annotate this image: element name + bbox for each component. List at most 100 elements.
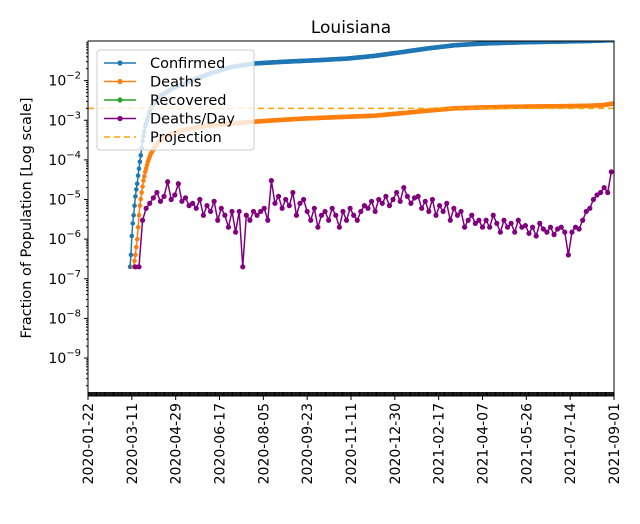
y-tick-label: 10−9 <box>48 348 81 367</box>
y-tick-label: 10−5 <box>48 190 81 209</box>
data-point-deaths-day <box>265 217 271 223</box>
series-confirmed <box>127 41 614 270</box>
y-tick-exponent: −7 <box>66 269 81 280</box>
data-point-deaths-day <box>562 229 568 235</box>
data-point-deaths-day <box>343 217 350 223</box>
data-point-deaths <box>142 173 147 179</box>
y-tick-label: 10−2 <box>48 71 81 90</box>
data-point-deaths-day <box>168 196 174 203</box>
plot-frame <box>87 40 615 397</box>
y-tick-exponent: −8 <box>66 308 81 319</box>
y-tick-base: 10 <box>48 113 66 129</box>
y-tick-base: 10 <box>48 193 66 209</box>
data-point-deaths-day <box>347 205 353 211</box>
x-tick-label: 2020-06-17 <box>213 403 229 484</box>
data-point-deaths-day <box>136 264 142 270</box>
data-point-deaths <box>134 236 140 242</box>
data-point-deaths-day <box>415 193 421 199</box>
data-point-deaths-day <box>372 208 378 215</box>
data-point-deaths-day <box>469 212 475 218</box>
data-point-confirmed <box>131 212 136 218</box>
data-point-deaths-day <box>318 212 325 218</box>
data-point-deaths-day <box>358 208 364 215</box>
data-point-deaths-day <box>233 229 239 235</box>
y-tick-base: 10 <box>48 153 66 169</box>
data-point-deaths-day <box>440 208 446 215</box>
data-point-deaths-day <box>401 184 407 191</box>
data-point-deaths-day <box>283 196 289 203</box>
x-tick-label: 2021-05-26 <box>519 403 535 484</box>
x-tick-label: 2021-07-14 <box>563 403 579 484</box>
data-point-deaths-day <box>504 224 511 230</box>
data-point-deaths <box>134 244 139 250</box>
data-point-deaths-day <box>447 217 453 223</box>
data-point-deaths-day <box>340 208 346 215</box>
x-tick-label: 2020-11-11 <box>344 403 360 484</box>
data-point-deaths-day <box>601 184 607 191</box>
data-point-deaths-day <box>258 208 264 215</box>
data-point-deaths-day <box>522 222 529 229</box>
data-point-deaths <box>136 212 142 218</box>
data-point-deaths-day <box>458 208 464 215</box>
data-point-deaths-day <box>444 200 450 206</box>
data-point-deaths-day <box>368 198 375 204</box>
data-point-deaths <box>135 224 141 230</box>
data-point-deaths-day <box>157 198 164 204</box>
axis-ticks: 10−210−310−410−510−610−710−810−92020-01-… <box>48 42 623 484</box>
data-point-confirmed <box>134 187 139 192</box>
data-point-deaths-day <box>479 224 486 230</box>
data-point-deaths-day <box>476 217 482 223</box>
data-point-deaths-day <box>397 198 403 204</box>
y-tick-base: 10 <box>48 232 66 248</box>
data-point-deaths-day <box>240 264 246 270</box>
data-point-deaths-day <box>436 203 443 209</box>
x-tick-label: 2021-02-17 <box>432 403 448 484</box>
data-point-deaths-day <box>229 208 235 215</box>
data-point-deaths-day <box>279 205 285 211</box>
x-tick-label: 2020-04-29 <box>169 403 185 484</box>
data-point-deaths-day <box>508 220 514 226</box>
data-point-deaths-day <box>311 205 317 211</box>
data-point-deaths-day <box>580 217 586 223</box>
data-point-deaths-day <box>583 208 589 215</box>
data-point-confirmed <box>133 194 138 199</box>
data-point-deaths <box>140 184 145 189</box>
data-point-deaths-day <box>268 178 274 184</box>
data-point-deaths-day <box>315 224 321 230</box>
data-point-confirmed <box>129 233 135 239</box>
data-point-deaths-day <box>497 229 503 235</box>
data-point-deaths-day <box>329 205 335 211</box>
data-point-deaths-day <box>154 189 160 196</box>
y-axis-label: Fraction of Population [Log scale] <box>19 97 35 338</box>
data-point-confirmed <box>134 181 140 187</box>
data-point-deaths-day <box>132 264 139 270</box>
data-point-deaths <box>139 190 144 195</box>
x-tick-label: 2020-03-11 <box>125 403 141 484</box>
data-point-confirmed <box>138 153 144 158</box>
data-point-deaths-day <box>326 217 332 223</box>
data-point-deaths-day <box>211 198 217 204</box>
data-point-deaths-day <box>472 220 478 226</box>
data-point-confirmed <box>128 252 134 258</box>
y-tick-exponent: −5 <box>66 190 81 201</box>
data-point-deaths-day <box>175 181 181 187</box>
y-tick-base: 10 <box>48 272 66 288</box>
data-point-deaths-day <box>254 212 260 218</box>
legend-label: Confirmed <box>150 56 225 72</box>
data-point-deaths-day <box>408 200 414 206</box>
data-point-deaths-day <box>236 208 242 215</box>
data-point-deaths-day <box>419 205 425 211</box>
legend-swatch-marker <box>117 115 123 122</box>
data-point-deaths-day <box>569 229 575 235</box>
y-tick-label: 10−8 <box>48 308 81 327</box>
data-point-deaths-day <box>608 169 614 175</box>
y-tick-exponent: −3 <box>66 110 81 121</box>
data-point-deaths-day <box>365 205 371 211</box>
x-tick-label: 2021-04-07 <box>476 403 492 484</box>
data-point-confirmed <box>135 173 141 178</box>
data-point-deaths-day <box>308 217 314 223</box>
data-point-deaths-day <box>293 212 300 218</box>
data-point-deaths-day <box>605 189 611 196</box>
x-tick-label: 2020-08-05 <box>256 403 272 484</box>
